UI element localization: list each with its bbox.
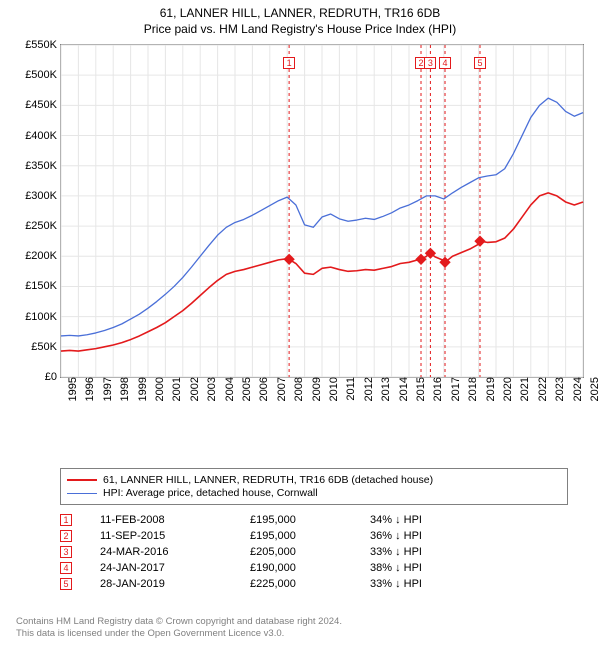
x-axis-tick-label: 2021 — [517, 377, 531, 401]
sale-row-marker: 5 — [60, 578, 72, 590]
sale-date: 24-JAN-2017 — [100, 562, 250, 574]
legend-item-property: 61, LANNER HILL, LANNER, REDRUTH, TR16 6… — [67, 474, 561, 486]
x-axis-tick-label: 2020 — [500, 377, 514, 401]
sale-row: 4 24-JAN-2017£190,00038% ↓ HPI — [60, 562, 568, 574]
x-axis-tick-label: 2013 — [378, 377, 392, 401]
sale-row-marker: 1 — [60, 514, 72, 526]
x-axis-tick-label: 2025 — [587, 377, 600, 401]
sale-date: 11-SEP-2015 — [100, 530, 250, 542]
x-axis-tick-label: 2024 — [570, 377, 584, 401]
page-title-line1: 61, LANNER HILL, LANNER, REDRUTH, TR16 6… — [0, 6, 600, 20]
x-axis-tick-label: 2012 — [361, 377, 375, 401]
sale-price: £195,000 — [250, 514, 370, 526]
sale-marker-4: 4 — [439, 57, 451, 69]
x-axis-tick-label: 1995 — [65, 377, 79, 401]
sale-diff: 34% ↓ HPI — [370, 514, 422, 526]
x-axis-tick-label: 1998 — [117, 377, 131, 401]
y-axis-tick-label: £300K — [25, 190, 61, 202]
x-axis-tick-label: 2019 — [483, 377, 497, 401]
x-axis-tick-label: 2010 — [326, 377, 340, 401]
y-axis-tick-label: £200K — [25, 250, 61, 262]
sale-diff: 36% ↓ HPI — [370, 530, 422, 542]
legend-item-hpi: HPI: Average price, detached house, Corn… — [67, 487, 561, 499]
y-axis-tick-label: £500K — [25, 69, 61, 81]
sale-date: 11-FEB-2008 — [100, 514, 250, 526]
y-axis-tick-label: £350K — [25, 160, 61, 172]
x-axis-tick-label: 2006 — [256, 377, 270, 401]
x-axis-tick-label: 2009 — [309, 377, 323, 401]
x-axis-tick-label: 2017 — [448, 377, 462, 401]
y-axis-tick-label: £150K — [25, 280, 61, 292]
sale-marker-5: 5 — [474, 57, 486, 69]
x-axis-tick-label: 2016 — [430, 377, 444, 401]
sale-row: 5 28-JAN-2019£225,00033% ↓ HPI — [60, 578, 568, 590]
chart-legend: 61, LANNER HILL, LANNER, REDRUTH, TR16 6… — [60, 468, 568, 505]
sale-row-marker: 3 — [60, 546, 72, 558]
x-axis-tick-label: 2015 — [413, 377, 427, 401]
footer-line1: Contains HM Land Registry data © Crown c… — [16, 616, 342, 628]
x-axis-tick-label: 2023 — [552, 377, 566, 401]
x-axis-tick-label: 2018 — [465, 377, 479, 401]
sale-diff: 33% ↓ HPI — [370, 546, 422, 558]
x-axis-tick-label: 1999 — [135, 377, 149, 401]
y-axis-tick-label: £100K — [25, 311, 61, 323]
sale-date: 24-MAR-2016 — [100, 546, 250, 558]
sale-diff: 38% ↓ HPI — [370, 562, 422, 574]
sale-price: £205,000 — [250, 546, 370, 558]
y-axis-tick-label: £550K — [25, 39, 61, 51]
footer-attribution: Contains HM Land Registry data © Crown c… — [16, 616, 342, 640]
x-axis-tick-label: 2007 — [274, 377, 288, 401]
footer-line2: This data is licensed under the Open Gov… — [16, 628, 342, 640]
sale-row: 1 11-FEB-2008£195,00034% ↓ HPI — [60, 514, 568, 526]
y-axis-tick-label: £0 — [45, 371, 61, 383]
x-axis-tick-label: 2001 — [169, 377, 183, 401]
y-axis-tick-label: £50K — [31, 341, 61, 353]
sale-price: £195,000 — [250, 530, 370, 542]
sale-row: 2 11-SEP-2015£195,00036% ↓ HPI — [60, 530, 568, 542]
x-axis-tick-label: 2000 — [152, 377, 166, 401]
sale-row: 3 24-MAR-2016£205,00033% ↓ HPI — [60, 546, 568, 558]
sale-price: £190,000 — [250, 562, 370, 574]
page-title-line2: Price paid vs. HM Land Registry's House … — [0, 22, 600, 36]
price-chart: £0 £50K £100K £150K £200K £250K £300K £350K £400… — [12, 44, 588, 420]
x-axis-tick-label: 2002 — [187, 377, 201, 401]
sale-marker-1: 1 — [283, 57, 295, 69]
y-axis-tick-label: £400K — [25, 130, 61, 142]
x-axis-tick-label: 1997 — [100, 377, 114, 401]
sale-price: £225,000 — [250, 578, 370, 590]
y-axis-tick-label: £450K — [25, 99, 61, 111]
sales-table: 1 11-FEB-2008£195,00034% ↓ HPI 2 11-SEP-201… — [60, 510, 568, 594]
x-axis-tick-label: 2003 — [204, 377, 218, 401]
sale-row-marker: 4 — [60, 562, 72, 574]
x-axis-tick-label: 1996 — [82, 377, 96, 401]
legend-label: HPI: Average price, detached house, Corn… — [103, 487, 318, 499]
sale-marker-3: 3 — [424, 57, 436, 69]
x-axis-tick-label: 2014 — [396, 377, 410, 401]
x-axis-tick-label: 2008 — [291, 377, 305, 401]
sale-row-marker: 2 — [60, 530, 72, 542]
x-axis-tick-label: 2011 — [343, 377, 357, 401]
x-axis-tick-label: 2022 — [535, 377, 549, 401]
sale-date: 28-JAN-2019 — [100, 578, 250, 590]
x-axis-tick-label: 2005 — [239, 377, 253, 401]
sale-diff: 33% ↓ HPI — [370, 578, 422, 590]
y-axis-tick-label: £250K — [25, 220, 61, 232]
legend-label: 61, LANNER HILL, LANNER, REDRUTH, TR16 6… — [103, 474, 433, 486]
x-axis-tick-label: 2004 — [222, 377, 236, 401]
